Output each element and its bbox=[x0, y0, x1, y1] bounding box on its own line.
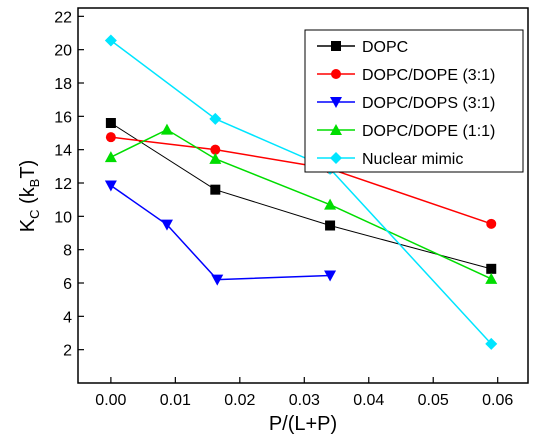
y-label-part: C bbox=[27, 210, 42, 219]
x-tick-label: 0.00 bbox=[95, 392, 126, 409]
marker bbox=[105, 118, 116, 128]
y-tick-label: 20 bbox=[54, 43, 72, 60]
marker bbox=[485, 337, 498, 350]
y-label-part: B bbox=[27, 179, 42, 188]
legend-label: DOPC/DOPS (3:1) bbox=[362, 95, 495, 112]
series-line bbox=[110, 184, 331, 281]
marker bbox=[486, 263, 497, 274]
series-line bbox=[110, 39, 492, 345]
y-tick-label: 14 bbox=[54, 143, 72, 160]
marker bbox=[324, 198, 337, 210]
legend-marker bbox=[330, 152, 342, 164]
y-tick-label: 22 bbox=[54, 9, 72, 26]
marker bbox=[211, 274, 224, 286]
marker bbox=[486, 218, 497, 229]
marker bbox=[104, 151, 117, 163]
series-line bbox=[110, 122, 492, 270]
marker bbox=[104, 180, 117, 192]
marker bbox=[210, 184, 221, 195]
plot-frame bbox=[77, 7, 529, 384]
y-tick-label: 16 bbox=[54, 109, 72, 126]
y-tick-label: 4 bbox=[63, 309, 72, 326]
legend-marker bbox=[331, 41, 341, 51]
y-tick-label: 18 bbox=[54, 76, 72, 93]
marker bbox=[160, 123, 173, 135]
marker bbox=[209, 152, 222, 164]
x-tick-label: 0.01 bbox=[160, 392, 191, 409]
marker bbox=[104, 34, 117, 47]
marker bbox=[485, 272, 498, 284]
legend-label: Nuclear mimic bbox=[362, 151, 463, 168]
legend-label: DOPC bbox=[362, 39, 408, 56]
marker bbox=[210, 144, 221, 155]
y-label-part: K bbox=[17, 218, 39, 232]
y-tick-label: 6 bbox=[63, 276, 72, 293]
x-tick-label: 0.04 bbox=[353, 392, 384, 409]
y-label-part: (k bbox=[17, 186, 39, 209]
y-tick-label: 12 bbox=[54, 176, 72, 193]
x-axis-label: P/(L+P) bbox=[269, 413, 337, 435]
legend-marker bbox=[330, 124, 342, 135]
legend-label: DOPC/DOPE (1:1) bbox=[362, 123, 495, 140]
y-axis-label: KC (kBT) bbox=[17, 160, 42, 233]
y-tick-label: 2 bbox=[63, 343, 72, 360]
legend-box bbox=[304, 29, 524, 173]
legend-label: DOPC/DOPE (3:1) bbox=[362, 67, 495, 84]
marker bbox=[324, 270, 337, 282]
series-line bbox=[110, 136, 492, 225]
y-tick-label: 10 bbox=[54, 209, 72, 226]
x-tick-label: 0.05 bbox=[418, 392, 449, 409]
marker bbox=[325, 220, 336, 231]
marker bbox=[105, 132, 116, 143]
y-tick-label: 8 bbox=[63, 243, 72, 260]
x-tick-label: 0.03 bbox=[289, 392, 320, 409]
legend-marker bbox=[331, 69, 341, 79]
y-label-part: T) bbox=[17, 160, 39, 179]
x-tick-label: 0.06 bbox=[482, 392, 513, 409]
marker bbox=[209, 112, 222, 125]
legend-marker bbox=[330, 97, 342, 108]
marker bbox=[160, 219, 173, 231]
x-tick-label: 0.02 bbox=[224, 392, 255, 409]
